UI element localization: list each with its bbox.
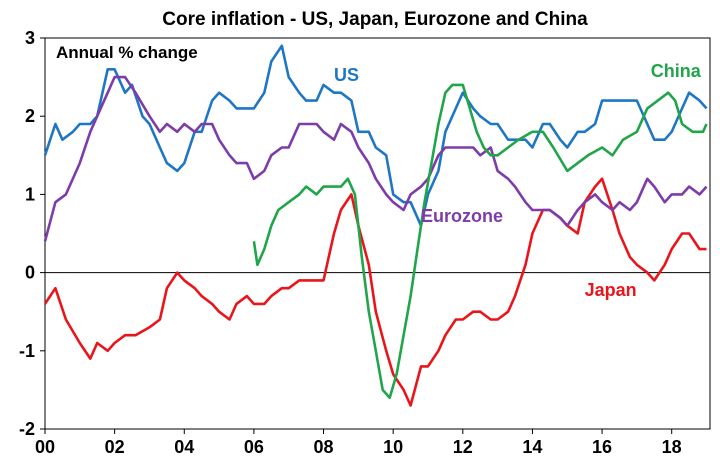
x-tick-label: 00 <box>35 437 55 457</box>
x-axis-ticks: 00 02 04 06 08 10 12 14 16 18 <box>35 429 682 457</box>
y-tick-label: 2 <box>25 106 35 126</box>
x-tick-label: 06 <box>244 437 264 457</box>
y-tick-label: -1 <box>19 341 35 361</box>
y-tick-label: 1 <box>25 184 35 204</box>
y-tick-label: 0 <box>25 263 35 283</box>
y-tick-label: 3 <box>25 28 35 48</box>
x-tick-label: 08 <box>314 437 334 457</box>
series-line-japan <box>43 177 707 407</box>
x-tick-label: 18 <box>662 437 682 457</box>
plot-area-frame <box>44 37 711 430</box>
chart-title: Core inflation - US, Japan, Eurozone and… <box>162 9 588 30</box>
annual-change-annotation: Annual % change <box>56 43 198 62</box>
x-tick-label: 10 <box>383 437 403 457</box>
series-line-china <box>252 83 708 399</box>
series-label-eurozone: Eurozone <box>421 206 503 226</box>
series-labels: US Japan Eurozone China <box>334 61 702 300</box>
y-axis-ticks: -2 -1 0 1 2 3 <box>19 28 45 439</box>
x-tick-label: 02 <box>105 437 125 457</box>
series-lines <box>43 44 708 407</box>
x-tick-label: 12 <box>453 437 473 457</box>
series-label-china: China <box>651 61 702 81</box>
y-tick-label: -2 <box>19 419 35 439</box>
x-tick-label: 16 <box>592 437 612 457</box>
x-tick-label: 04 <box>174 437 194 457</box>
series-line-eurozone <box>43 75 708 242</box>
series-line-us <box>43 44 708 227</box>
x-tick-label: 14 <box>522 437 542 457</box>
series-label-us: US <box>334 65 359 85</box>
series-label-japan: Japan <box>585 280 637 300</box>
